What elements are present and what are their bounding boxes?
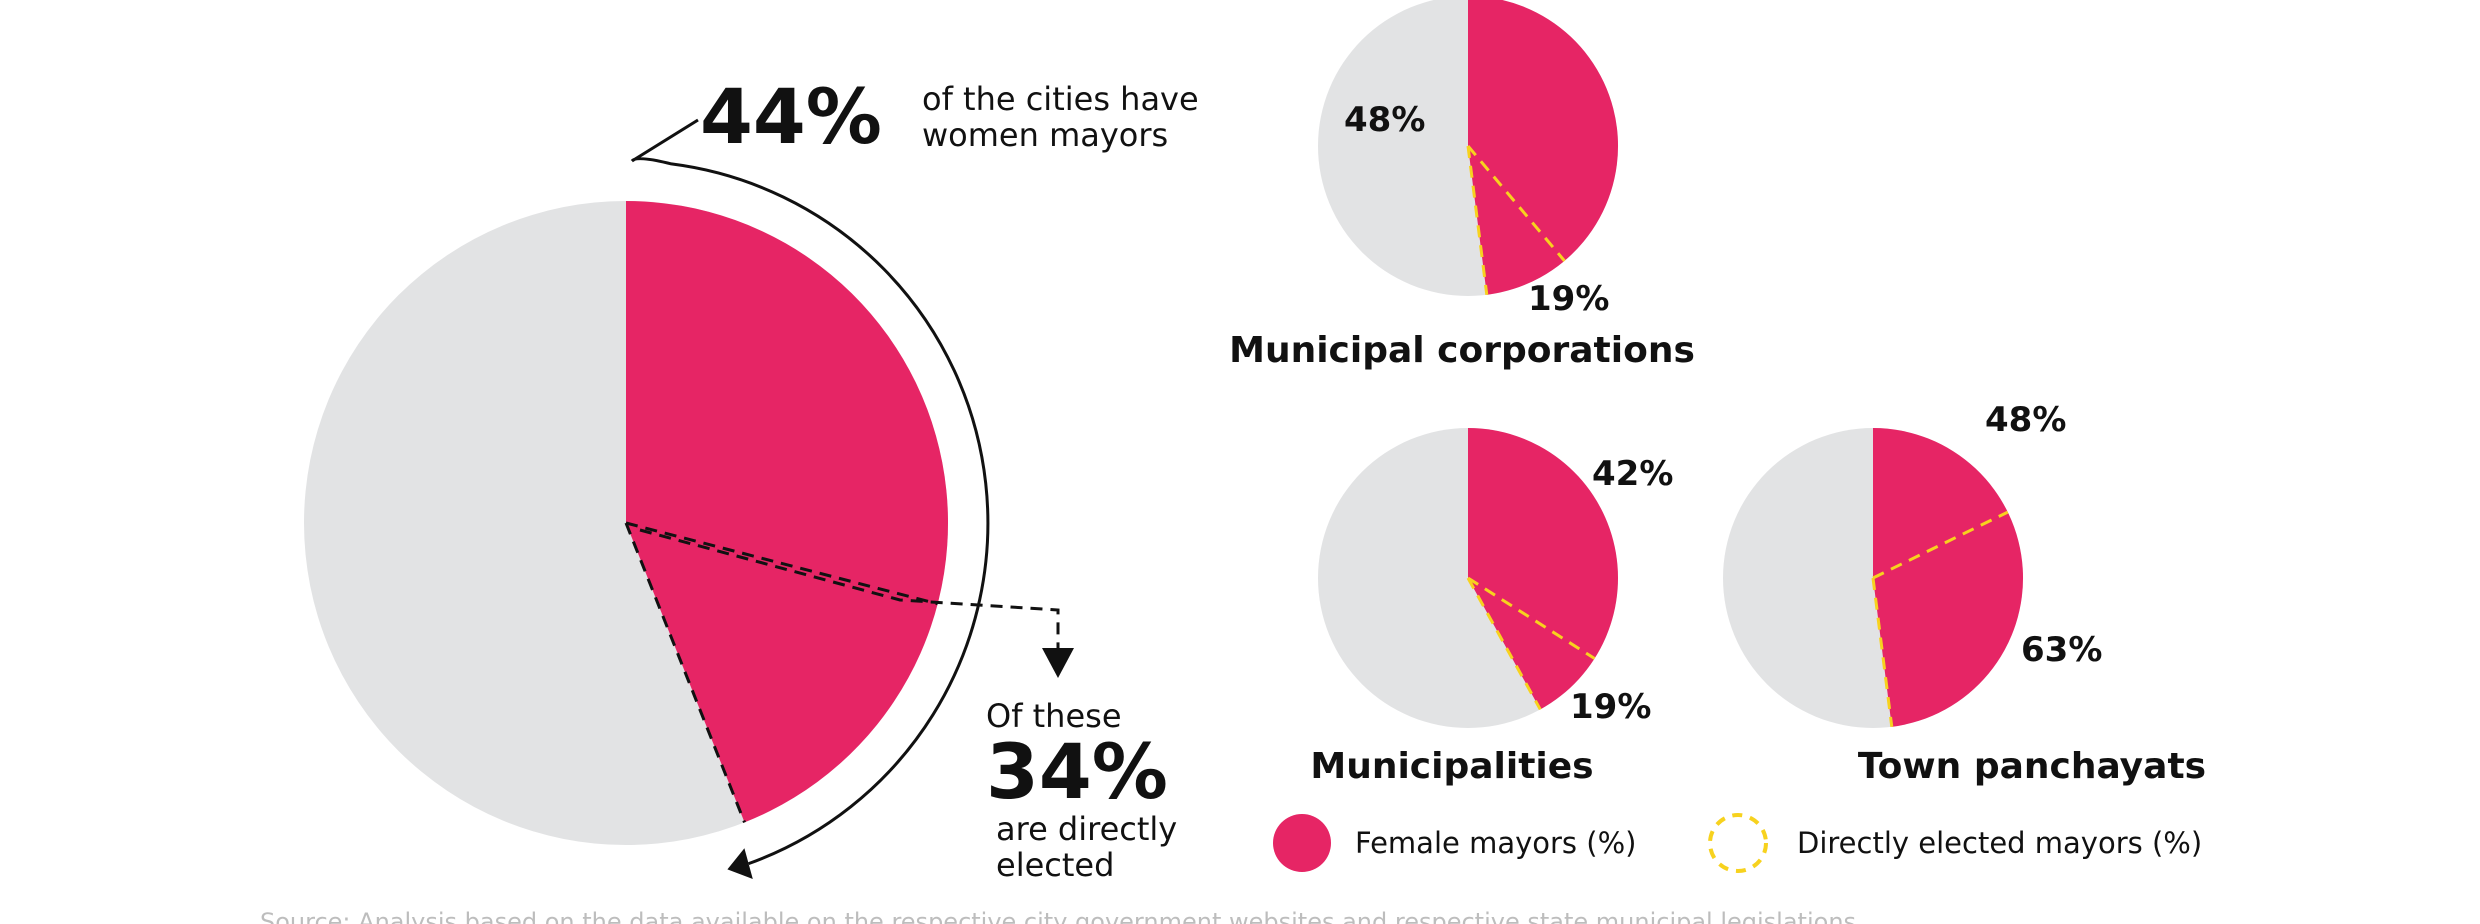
direct-share-arrow [639,528,1060,648]
female-share-arrowhead [727,848,753,879]
legend-female-label: Female mayors (%) [1355,826,1636,860]
overall-direct-boundary [625,521,939,606]
headline-direct-intro: Of these [986,697,1122,735]
municipalities-female-boundary [1466,577,1542,711]
mun-direct-label: 19% [1570,687,1651,727]
overall-female-boundary [624,522,746,823]
headline-direct-text-2: elected [996,846,1114,884]
municipal-corporations-female-boundary [1466,145,1489,296]
tp-title: Town panchayats [1858,746,2206,787]
municipal-corporations-female-slice [1468,0,1618,295]
headline-direct-pct: 34% [986,727,1168,816]
municipalities-female-slice [1468,428,1619,710]
source-note: Source: Analysis based on the data avail… [260,908,1856,924]
legend-direct-label: Directly elected mayors (%) [1797,826,2202,860]
mc-title: Municipal corporations [1229,330,1695,371]
tp-direct-label: 63% [2021,630,2102,670]
female-share-arrow [630,118,990,866]
headline-female-text-1: of the cities have [922,80,1199,118]
tp-female-label: 48% [1985,400,2066,440]
mc-female-label: 48% [1344,100,1425,140]
town-panchayats-direct-boundary [1872,510,2009,580]
pie-overall [304,201,949,845]
mun-title: Municipalities [1310,746,1593,787]
town-panchayats-female-boundary [1871,577,1894,728]
municipal-corporations-direct-boundary [1466,145,1566,262]
headline-female-pct: 44% [700,72,882,161]
mun-female-label: 42% [1592,454,1673,494]
overall-female-slice [626,201,949,823]
legend-female-swatch [1273,814,1331,872]
pie-town-panchayats [1723,428,2024,728]
pie-municipal-corporations [1318,0,1618,296]
pie-municipalities [1318,428,1619,728]
town-panchayats-female-slice [1873,428,2024,727]
headline-direct-text-1: are directly [996,810,1177,848]
mc-direct-label: 19% [1528,279,1609,319]
headline-female-text-2: women mayors [922,116,1168,154]
direct-share-arrowhead [1042,648,1074,678]
municipalities-direct-boundary [1467,576,1596,660]
legend-direct-swatch [1708,813,1768,873]
